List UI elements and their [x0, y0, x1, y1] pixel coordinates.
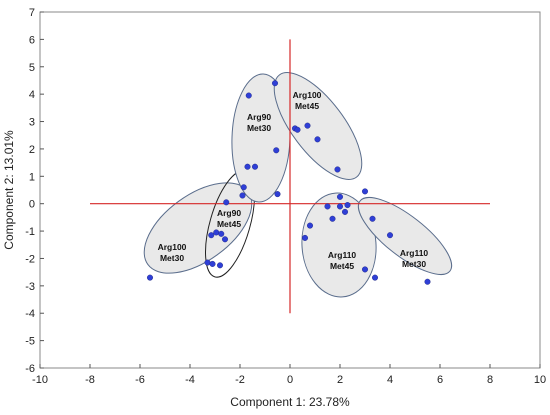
data-point	[369, 215, 376, 222]
data-point	[324, 203, 331, 210]
y-tick-label: 0	[29, 199, 35, 211]
data-point	[387, 232, 394, 239]
cluster-ellipses	[143, 72, 453, 298]
data-point	[337, 193, 344, 200]
data-point	[307, 222, 314, 229]
cluster-label: Met45	[330, 261, 354, 271]
cluster-label: Met30	[247, 123, 271, 133]
data-point	[372, 274, 379, 281]
data-point	[221, 236, 228, 243]
data-point	[344, 202, 351, 209]
cluster-ellipse	[301, 192, 377, 298]
data-point	[251, 163, 258, 170]
x-tick-label: -10	[32, 374, 48, 386]
x-tick-label: 6	[437, 374, 443, 386]
cluster-label: Arg110	[400, 248, 429, 258]
cluster-ellipse	[273, 72, 363, 180]
data-point	[239, 192, 246, 199]
data-point	[213, 229, 220, 236]
data-point	[334, 166, 341, 173]
y-tick-label: -6	[25, 363, 35, 375]
x-tick-label: -2	[235, 374, 245, 386]
y-tick-label: 5	[29, 62, 35, 74]
y-tick-label: -3	[25, 281, 35, 293]
data-point	[362, 188, 369, 195]
cluster-label: Arg110	[328, 250, 357, 260]
y-tick-label: 7	[29, 7, 35, 19]
cluster-label: Met30	[160, 253, 184, 263]
data-point	[272, 80, 279, 87]
data-point	[342, 208, 349, 215]
data-point	[245, 92, 252, 99]
x-tick-label: 0	[287, 374, 293, 386]
x-axis-title: Component 1: 23.78%	[230, 395, 350, 409]
y-tick-label: 1	[29, 171, 35, 183]
data-points	[146, 80, 431, 285]
x-tick-label: -4	[185, 374, 195, 386]
data-point	[294, 126, 301, 133]
y-tick-label: -2	[25, 253, 35, 265]
cluster-label: Met45	[217, 219, 241, 229]
y-tick-label: 3	[29, 117, 35, 129]
y-tick-label: -5	[25, 336, 35, 348]
data-point	[304, 122, 311, 129]
x-tick-label: -6	[135, 374, 145, 386]
x-tick-label: 8	[487, 374, 493, 386]
data-point	[314, 136, 321, 143]
data-point	[244, 163, 251, 170]
x-tick-label: -8	[85, 374, 95, 386]
cluster-label: Arg100	[158, 242, 187, 252]
x-tick-label: 10	[534, 374, 546, 386]
x-tick-label: 2	[337, 374, 343, 386]
cluster-label: Met45	[295, 101, 319, 111]
data-point	[218, 230, 225, 237]
y-axis-title: Component 2: 13.01%	[2, 130, 16, 250]
data-point	[274, 191, 281, 198]
data-point	[216, 262, 223, 269]
x-tick-label: 4	[387, 374, 393, 386]
data-point	[329, 215, 336, 222]
data-point	[209, 260, 216, 267]
reference-lines	[90, 39, 490, 314]
y-tick-label: -1	[25, 226, 35, 238]
data-point	[362, 266, 369, 273]
cluster-label: Arg90	[247, 112, 271, 122]
cluster-label: Arg90	[217, 208, 241, 218]
data-point	[273, 147, 280, 154]
y-tick-label: 4	[29, 89, 35, 101]
y-tick-label: 6	[29, 34, 35, 46]
data-point	[302, 234, 309, 241]
cluster-ellipse	[357, 197, 453, 275]
data-point	[337, 203, 344, 210]
data-point	[208, 232, 215, 239]
y-tick-label: 2	[29, 144, 35, 156]
data-point	[223, 199, 230, 206]
cluster-label: Met30	[402, 259, 426, 269]
cluster-labels: Arg100Met30Arg90Met45Arg90Met30Arg100Met…	[158, 90, 429, 271]
y-tick-label: -4	[25, 308, 35, 320]
data-point	[204, 259, 211, 266]
data-point	[424, 278, 431, 285]
data-point	[240, 184, 247, 191]
data-point	[146, 274, 153, 281]
cluster-label: Arg100	[293, 90, 322, 100]
